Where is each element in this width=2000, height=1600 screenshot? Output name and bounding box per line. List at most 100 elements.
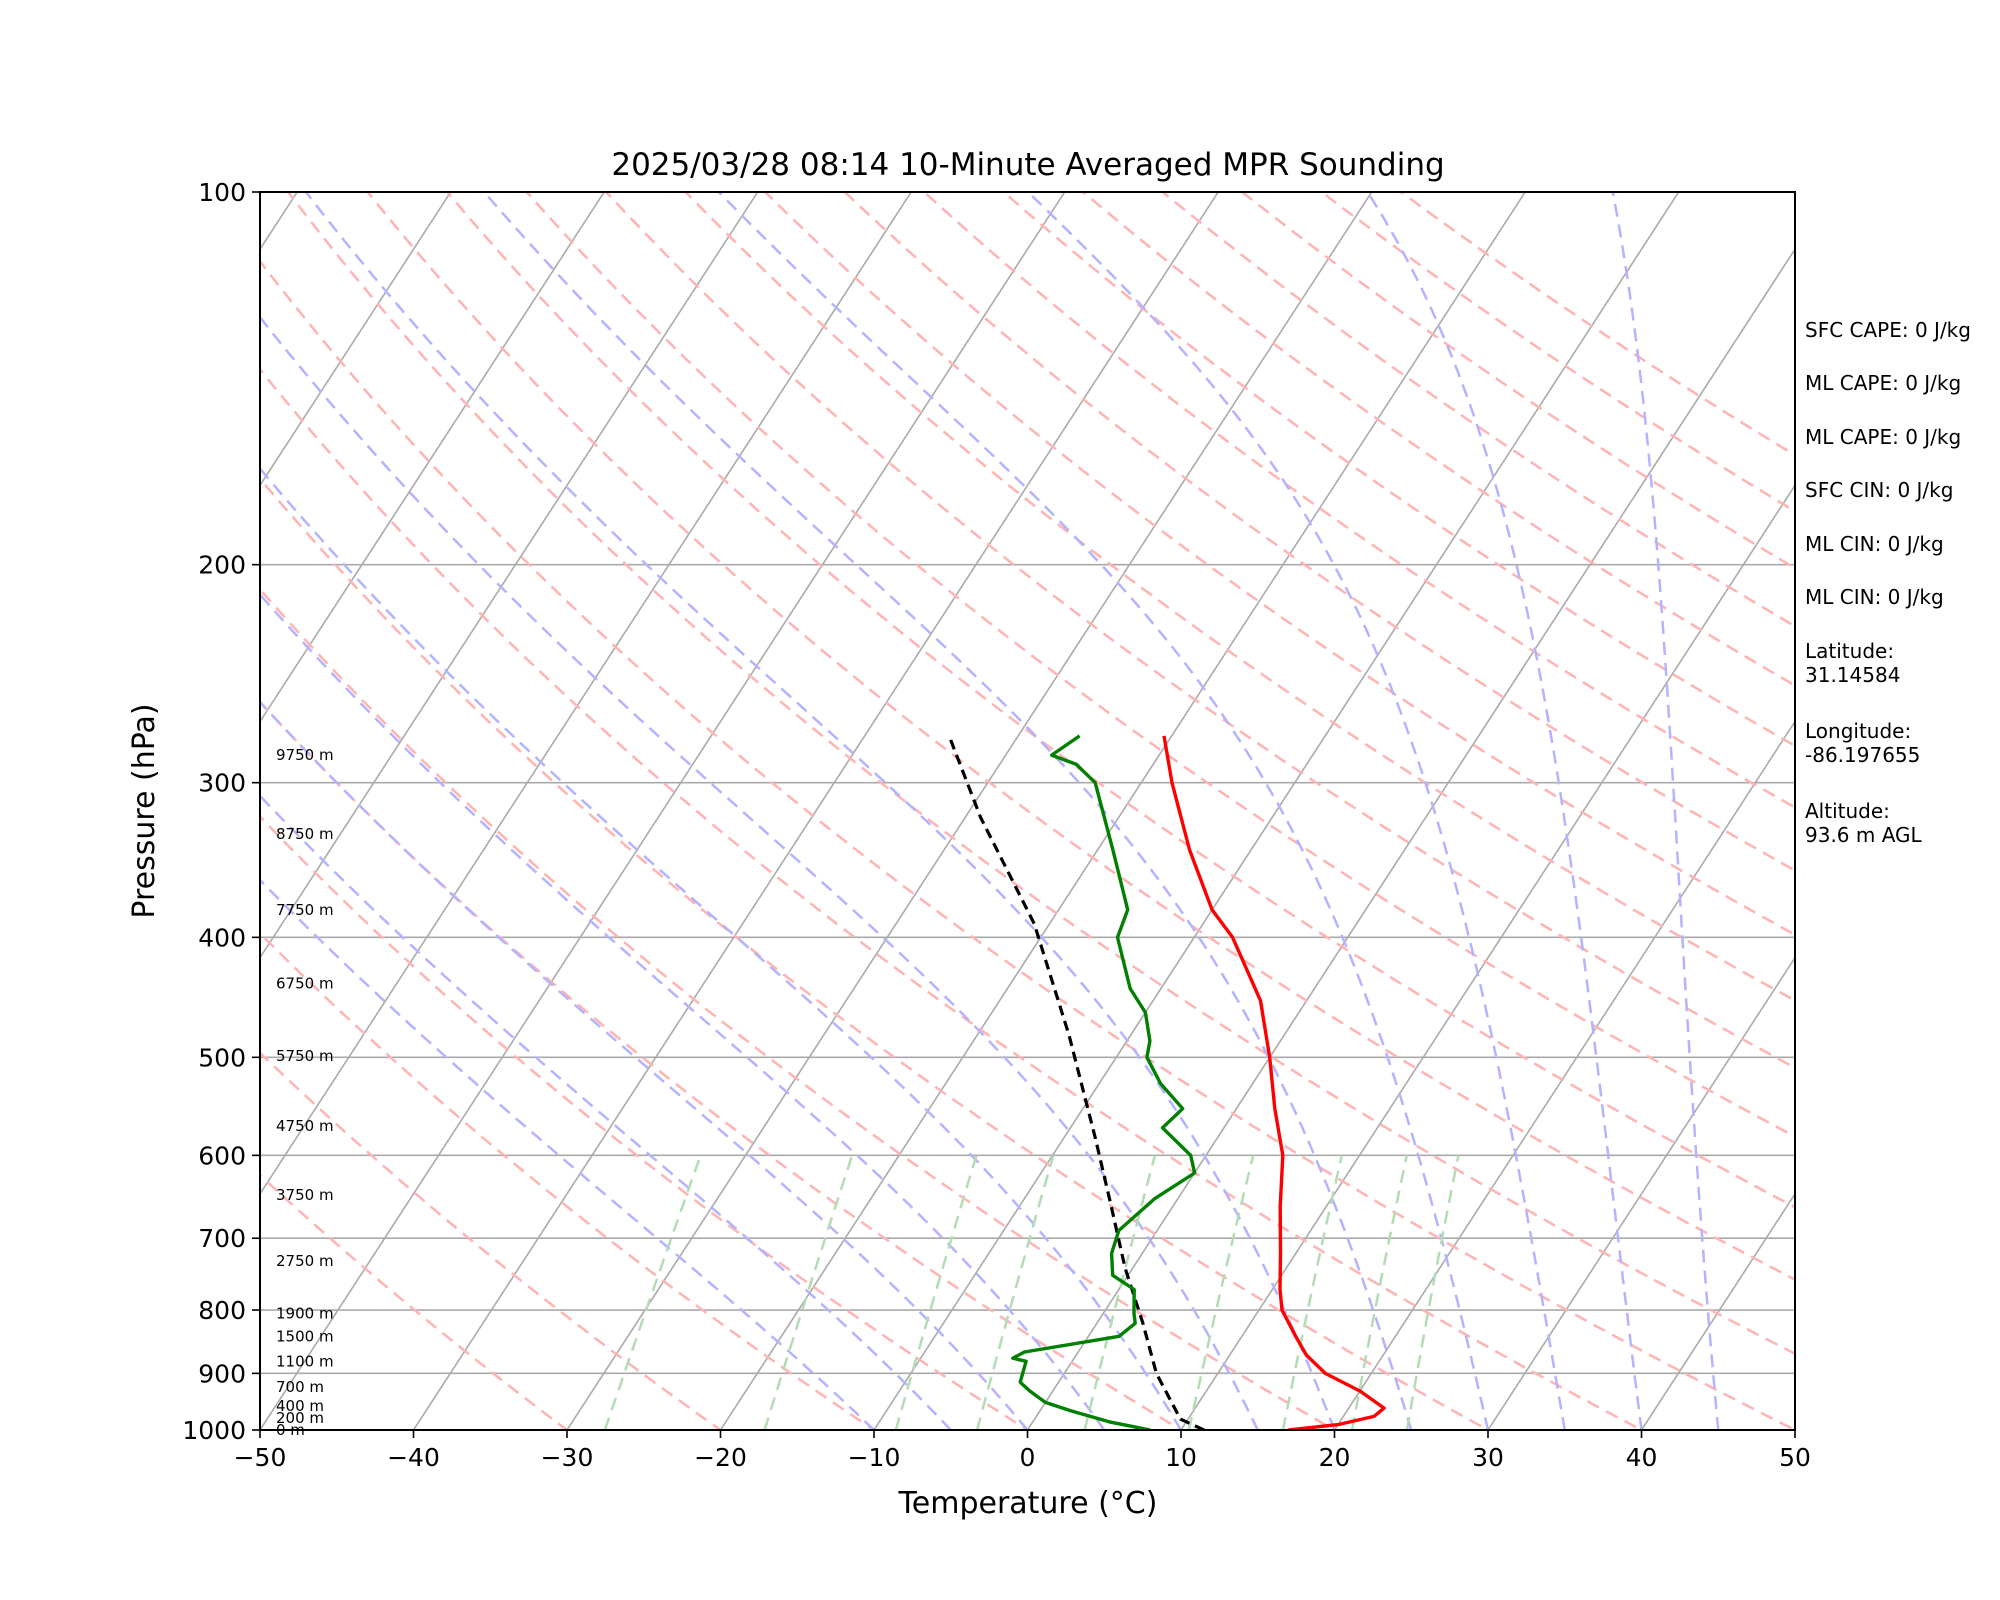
y-tick-label: 900 bbox=[198, 1359, 246, 1388]
height-label: 7750 m bbox=[276, 901, 334, 919]
moist-adiabat-line bbox=[717, 192, 1490, 1430]
height-label: 1100 m bbox=[276, 1352, 334, 1370]
height-label: 5750 m bbox=[276, 1047, 334, 1065]
isotherm-line bbox=[1333, 720, 1795, 1430]
isotherm-line bbox=[0, 192, 144, 1430]
height-label: 2750 m bbox=[276, 1252, 334, 1270]
y-tick-label: 600 bbox=[198, 1141, 246, 1170]
temperature-profile-line bbox=[1162, 735, 1386, 1430]
ml-cape-text-2: ML CAPE: 0 J/kg bbox=[1805, 425, 1962, 449]
x-tick-label: 30 bbox=[1472, 1443, 1504, 1472]
moist-adiabat-line bbox=[260, 700, 1029, 1430]
mixing-ratio-line bbox=[1281, 1155, 1344, 1430]
height-label: 700 m bbox=[276, 1378, 324, 1396]
isotherm-line bbox=[719, 192, 1526, 1430]
height-label: 0 m bbox=[276, 1421, 305, 1439]
x-tick-label: 10 bbox=[1165, 1443, 1197, 1472]
isotherm-line bbox=[873, 192, 1680, 1430]
ml-cape-text: ML CAPE: 0 J/kg bbox=[1805, 371, 1962, 395]
ml-cin-text: ML CIN: 0 J/kg bbox=[1805, 532, 1944, 556]
moist-adiabat-line bbox=[260, 878, 875, 1430]
moist-adiabat-line bbox=[1027, 192, 1567, 1430]
height-label: 9750 m bbox=[276, 746, 334, 764]
isotherm-line bbox=[260, 192, 605, 724]
height-label: 6750 m bbox=[276, 975, 334, 993]
mixing-ratio-line bbox=[1187, 1155, 1255, 1430]
dry-adiabat-line bbox=[287, 192, 1795, 1356]
height-label: 1500 m bbox=[276, 1327, 334, 1345]
dry-adiabat-line bbox=[525, 192, 1795, 1139]
dry-adiabat-line bbox=[260, 700, 1184, 1430]
x-tick-label: −20 bbox=[694, 1443, 747, 1472]
mixing-ratio-line bbox=[1350, 1155, 1409, 1430]
altitude-label: Altitude: bbox=[1805, 799, 1890, 823]
mixing-ratio-line bbox=[1083, 1155, 1157, 1430]
isotherm-line bbox=[566, 192, 1373, 1430]
x-tick-label: −50 bbox=[234, 1443, 287, 1472]
height-label: 3750 m bbox=[276, 1186, 334, 1204]
dry-adiabat-line bbox=[260, 259, 1795, 1430]
height-label: 4750 m bbox=[276, 1117, 334, 1135]
height-label: 8750 m bbox=[276, 825, 334, 843]
dry-adiabat-line bbox=[260, 931, 877, 1430]
x-tick-label: 40 bbox=[1626, 1443, 1658, 1472]
moist-adiabat-line bbox=[260, 592, 1106, 1430]
chart-title: 2025/03/28 08:14 10-Minute Averaged MPR … bbox=[611, 147, 1444, 183]
y-tick-label: 300 bbox=[198, 769, 246, 798]
x-tick-label: −40 bbox=[387, 1443, 440, 1472]
longitude-label: Longitude: bbox=[1805, 719, 1912, 743]
background-lines bbox=[0, 192, 1795, 1430]
ml-cin-text-2: ML CIN: 0 J/kg bbox=[1805, 585, 1944, 609]
sfc-cape-text: SFC CAPE: 0 J/kg bbox=[1805, 318, 1971, 342]
dewpoint-profile-line bbox=[1011, 734, 1197, 1430]
dry-adiabat-line bbox=[1320, 192, 1795, 513]
mixing-ratio-line bbox=[975, 1155, 1055, 1430]
dry-adiabat-line bbox=[366, 192, 1795, 1281]
moist-adiabat-line bbox=[483, 192, 1413, 1430]
height-label: 200 m bbox=[276, 1409, 324, 1427]
altitude-value: 93.6 m AGL bbox=[1805, 823, 1922, 847]
moist-adiabat-line bbox=[260, 466, 1183, 1430]
height-label: 400 m bbox=[276, 1397, 324, 1415]
dry-adiabat-line bbox=[605, 192, 1795, 1070]
dry-adiabat-line bbox=[843, 192, 1795, 872]
x-tick-label: −10 bbox=[848, 1443, 901, 1472]
y-tick-label: 700 bbox=[198, 1224, 246, 1253]
dry-adiabat-line bbox=[446, 192, 1795, 1209]
y-tick-label: 400 bbox=[198, 923, 246, 952]
dry-adiabat-line bbox=[260, 476, 1491, 1430]
dry-adiabat-line bbox=[260, 367, 1645, 1430]
x-tick-label: 0 bbox=[1020, 1443, 1036, 1472]
isotherm-line bbox=[412, 192, 1219, 1430]
x-tick-label: 20 bbox=[1319, 1443, 1351, 1472]
mixing-ratio-line bbox=[603, 1154, 702, 1430]
profile-lines bbox=[947, 734, 1386, 1430]
dry-adiabat-line bbox=[684, 192, 1795, 1002]
parcel-profile-line bbox=[947, 735, 1205, 1430]
moist-adiabat-line bbox=[260, 315, 1259, 1430]
isotherm-line bbox=[1487, 956, 1795, 1430]
mixing-ratio-line bbox=[1405, 1155, 1460, 1430]
isotherm-line bbox=[1026, 247, 1795, 1430]
isotherm-line bbox=[260, 192, 759, 960]
isotherm-line bbox=[1640, 1192, 1795, 1430]
dry-adiabat-line bbox=[1400, 192, 1795, 457]
mixing-ratio-line bbox=[763, 1155, 854, 1430]
sfc-cin-text: SFC CIN: 0 J/kg bbox=[1805, 478, 1954, 502]
y-axis-label: Pressure (hPa) bbox=[127, 703, 162, 918]
moist-adiabat-line bbox=[1366, 192, 1643, 1430]
y-tick-label: 1000 bbox=[182, 1416, 246, 1445]
isotherm-line bbox=[1180, 483, 1795, 1430]
y-tick-label: 800 bbox=[198, 1296, 246, 1325]
x-tick-label: −30 bbox=[541, 1443, 594, 1472]
longitude-value: -86.197655 bbox=[1805, 743, 1921, 767]
x-axis-label: Temperature (°C) bbox=[898, 1486, 1158, 1521]
y-tick-label: 200 bbox=[198, 551, 246, 580]
y-axis: 1000 900 800 700 600 500 400 300 200 100 bbox=[182, 178, 260, 1445]
isotherm-line bbox=[260, 192, 452, 487]
moist-adiabat-line bbox=[1611, 192, 1720, 1430]
mixing-ratio-line bbox=[894, 1155, 978, 1430]
latitude-label: Latitude: bbox=[1805, 639, 1895, 663]
dry-adiabat-line bbox=[764, 192, 1795, 937]
height-label: 1900 m bbox=[276, 1304, 334, 1322]
